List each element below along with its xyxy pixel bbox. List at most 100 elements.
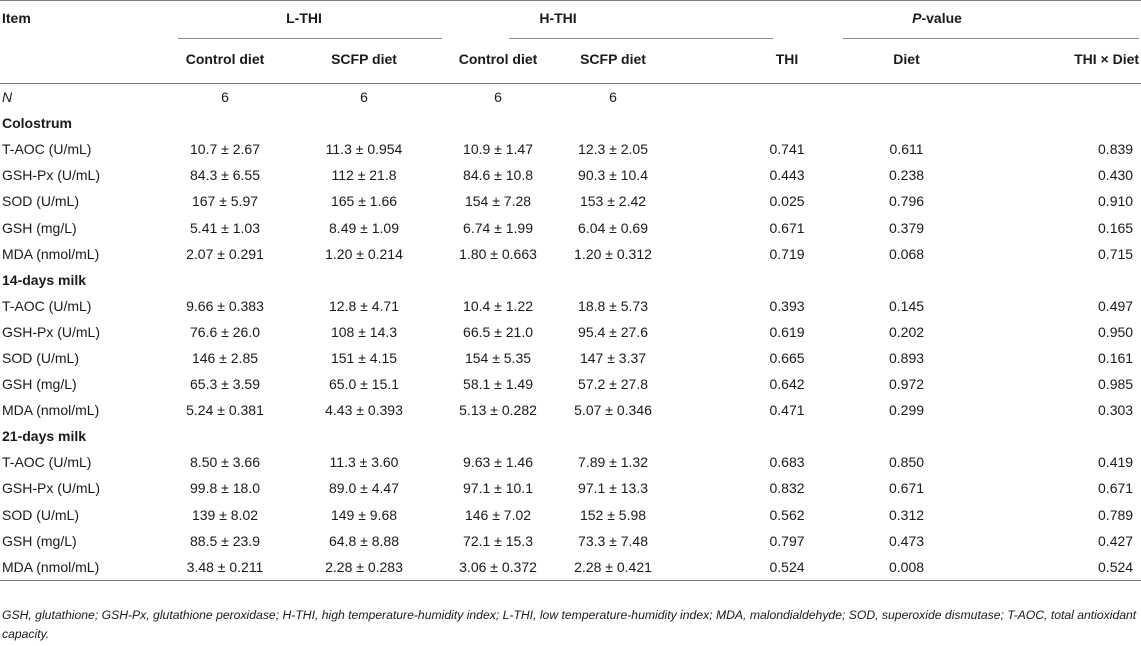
table-cell: 0.832: [769, 480, 805, 497]
table-cell: 0.165: [1098, 219, 1134, 236]
table-row: GSH-Px (U/mL) 84.3 ± 6.55 112 ± 21.8 84.6 ±…: [0, 162, 1141, 188]
footnote: GSH, glutathione; GSH-Px, glutathione pe…: [2, 608, 1137, 641]
table-row: GSH (mg/L) 88.5 ± 23.9 64.8 ± 8.88 72.1 ± 1…: [0, 528, 1141, 554]
table-cell: 65.3 ± 3.59: [190, 376, 260, 393]
table-cell: 0.393: [769, 297, 805, 314]
table-cell: 65.0 ± 15.1: [329, 376, 399, 393]
n-value: 6: [221, 89, 229, 106]
row-label: GSH-Px (U/mL): [2, 480, 100, 497]
table-cell: 0.985: [1098, 376, 1134, 393]
table-cell: 6.04 ± 0.69: [578, 219, 648, 236]
table-cell: 0.715: [1098, 245, 1134, 262]
table-cell: 0.796: [889, 193, 925, 210]
table-row: T-AOC (U/mL) 10.7 ± 2.67 11.3 ± 0.954 10.9 …: [0, 136, 1141, 162]
row-label: GSH-Px (U/mL): [2, 167, 100, 184]
table-cell: 0.524: [1098, 558, 1134, 575]
table-row: MDA (nmol/mL) 2.07 ± 0.291 1.20 ± 0.214 1.8…: [0, 241, 1141, 267]
table-cell: 149 ± 9.68: [330, 506, 398, 523]
table-cell: 5.07 ± 0.346: [574, 402, 652, 419]
table-cell: 57.2 ± 27.8: [578, 376, 648, 393]
table-cell: 73.3 ± 7.48: [578, 532, 648, 549]
table-row: T-AOC (U/mL) 9.66 ± 0.383 12.8 ± 4.71 10.4 …: [0, 293, 1141, 319]
header-lthi-scfp: SCFP diet: [331, 51, 397, 67]
table-cell: 0.312: [889, 506, 925, 523]
header-row-groups: Item L-THI H-THI P-value: [0, 0, 1141, 36]
table-cell: 0.683: [769, 454, 805, 471]
header-lthi-control: Control diet: [185, 51, 265, 67]
table-cell: 3.48 ± 0.211: [186, 558, 264, 575]
table-cell: 139 ± 8.02: [191, 506, 259, 523]
row-label: SOD (U/mL): [2, 349, 79, 366]
table-cell: 5.24 ± 0.381: [186, 402, 264, 419]
n-label: N: [2, 89, 13, 106]
table-cell: 0.665: [769, 349, 805, 366]
table-cell: 95.4 ± 27.6: [578, 323, 648, 340]
table-cell: 89.0 ± 4.47: [329, 480, 399, 497]
table-cell: 8.50 ± 3.66: [190, 454, 260, 471]
header-pvalue: P-value: [673, 1, 1141, 36]
table-cell: 9.63 ± 1.46: [463, 454, 533, 471]
table-cell: 0.238: [889, 167, 925, 184]
hthi-underline: [509, 38, 773, 39]
table-row: SOD (U/mL) 146 ± 2.85 151 ± 4.15 154 ± 5.35…: [0, 345, 1141, 371]
row-label: GSH (mg/L): [2, 532, 77, 549]
table-cell: 90.3 ± 10.4: [578, 167, 648, 184]
table-cell: 0.671: [769, 219, 805, 236]
table-cell: 2.28 ± 0.421: [574, 558, 652, 575]
table-cell: 0.910: [1098, 193, 1134, 210]
table-cell: 10.7 ± 2.67: [190, 141, 260, 158]
table-cell: 84.3 ± 6.55: [190, 167, 260, 184]
table-cell: 84.6 ± 10.8: [463, 167, 533, 184]
table-cell: 112 ± 21.8: [331, 167, 397, 184]
row-label: T-AOC (U/mL): [2, 454, 92, 471]
table-cell: 72.1 ± 15.3: [463, 532, 533, 549]
table-cell: 0.839: [1098, 141, 1134, 158]
table-cell: 0.008: [889, 558, 925, 575]
table-cell: 0.068: [889, 245, 925, 262]
table-cell: 99.8 ± 18.0: [190, 480, 260, 497]
table-cell: 0.303: [1098, 402, 1134, 419]
empty-cell: [970, 84, 1141, 111]
table-cell: 10.9 ± 1.47: [463, 141, 533, 158]
table-cell: 146 ± 7.02: [464, 506, 532, 523]
table-cell: 8.49 ± 1.09: [329, 219, 399, 236]
lthi-underline: [178, 38, 442, 39]
row-label: GSH-Px (U/mL): [2, 323, 100, 340]
table-cell: 0.611: [889, 141, 924, 158]
section-row: Colostrum: [0, 110, 1141, 136]
table-row: GSH (mg/L) 5.41 ± 1.03 8.49 ± 1.09 6.74 ± 1…: [0, 214, 1141, 240]
table-cell: 0.671: [889, 480, 925, 497]
table-cell: 0.299: [889, 402, 925, 419]
n-value: 6: [609, 89, 617, 106]
row-label: MDA (nmol/mL): [2, 245, 100, 262]
table-cell: 97.1 ± 13.3: [578, 480, 648, 497]
table-cell: 0.145: [889, 297, 925, 314]
row-label: MDA (nmol/mL): [2, 558, 100, 575]
n-value: 6: [360, 89, 368, 106]
table-cell: 0.419: [1098, 454, 1134, 471]
table-row: GSH (mg/L) 65.3 ± 3.59 65.0 ± 15.1 58.1 ± 1…: [0, 371, 1141, 397]
table-cell: 0.893: [889, 349, 925, 366]
header-hthi: H-THI: [539, 10, 577, 26]
table-cell: 58.1 ± 1.49: [463, 376, 533, 393]
table-cell: 11.3 ± 0.954: [325, 141, 403, 158]
data-table: Item L-THI H-THI P-value Control diet SC…: [0, 0, 1141, 581]
table-cell: 1.80 ± 0.663: [459, 245, 537, 262]
table-cell: 76.6 ± 26.0: [190, 323, 260, 340]
table-cell: 6.74 ± 1.99: [463, 219, 533, 236]
empty-cell: [673, 84, 843, 111]
row-label: GSH (mg/L): [2, 376, 77, 393]
table-cell: 0.471: [769, 402, 805, 419]
table-cell: 0.202: [889, 323, 925, 340]
table-cell: 0.430: [1098, 167, 1134, 184]
table-cell: 0.642: [769, 376, 805, 393]
section-title: 14-days milk: [2, 271, 87, 288]
header-hthi-scfp: SCFP diet: [580, 51, 646, 67]
header-item: Item: [2, 10, 31, 26]
table-cell: 0.497: [1098, 297, 1134, 314]
table-cell: 1.20 ± 0.312: [574, 245, 652, 262]
table-cell: 108 ± 14.3: [330, 323, 398, 340]
header-hthi-control: Control diet: [458, 51, 538, 67]
table-row-n: N 6 6 6 6: [0, 84, 1141, 111]
